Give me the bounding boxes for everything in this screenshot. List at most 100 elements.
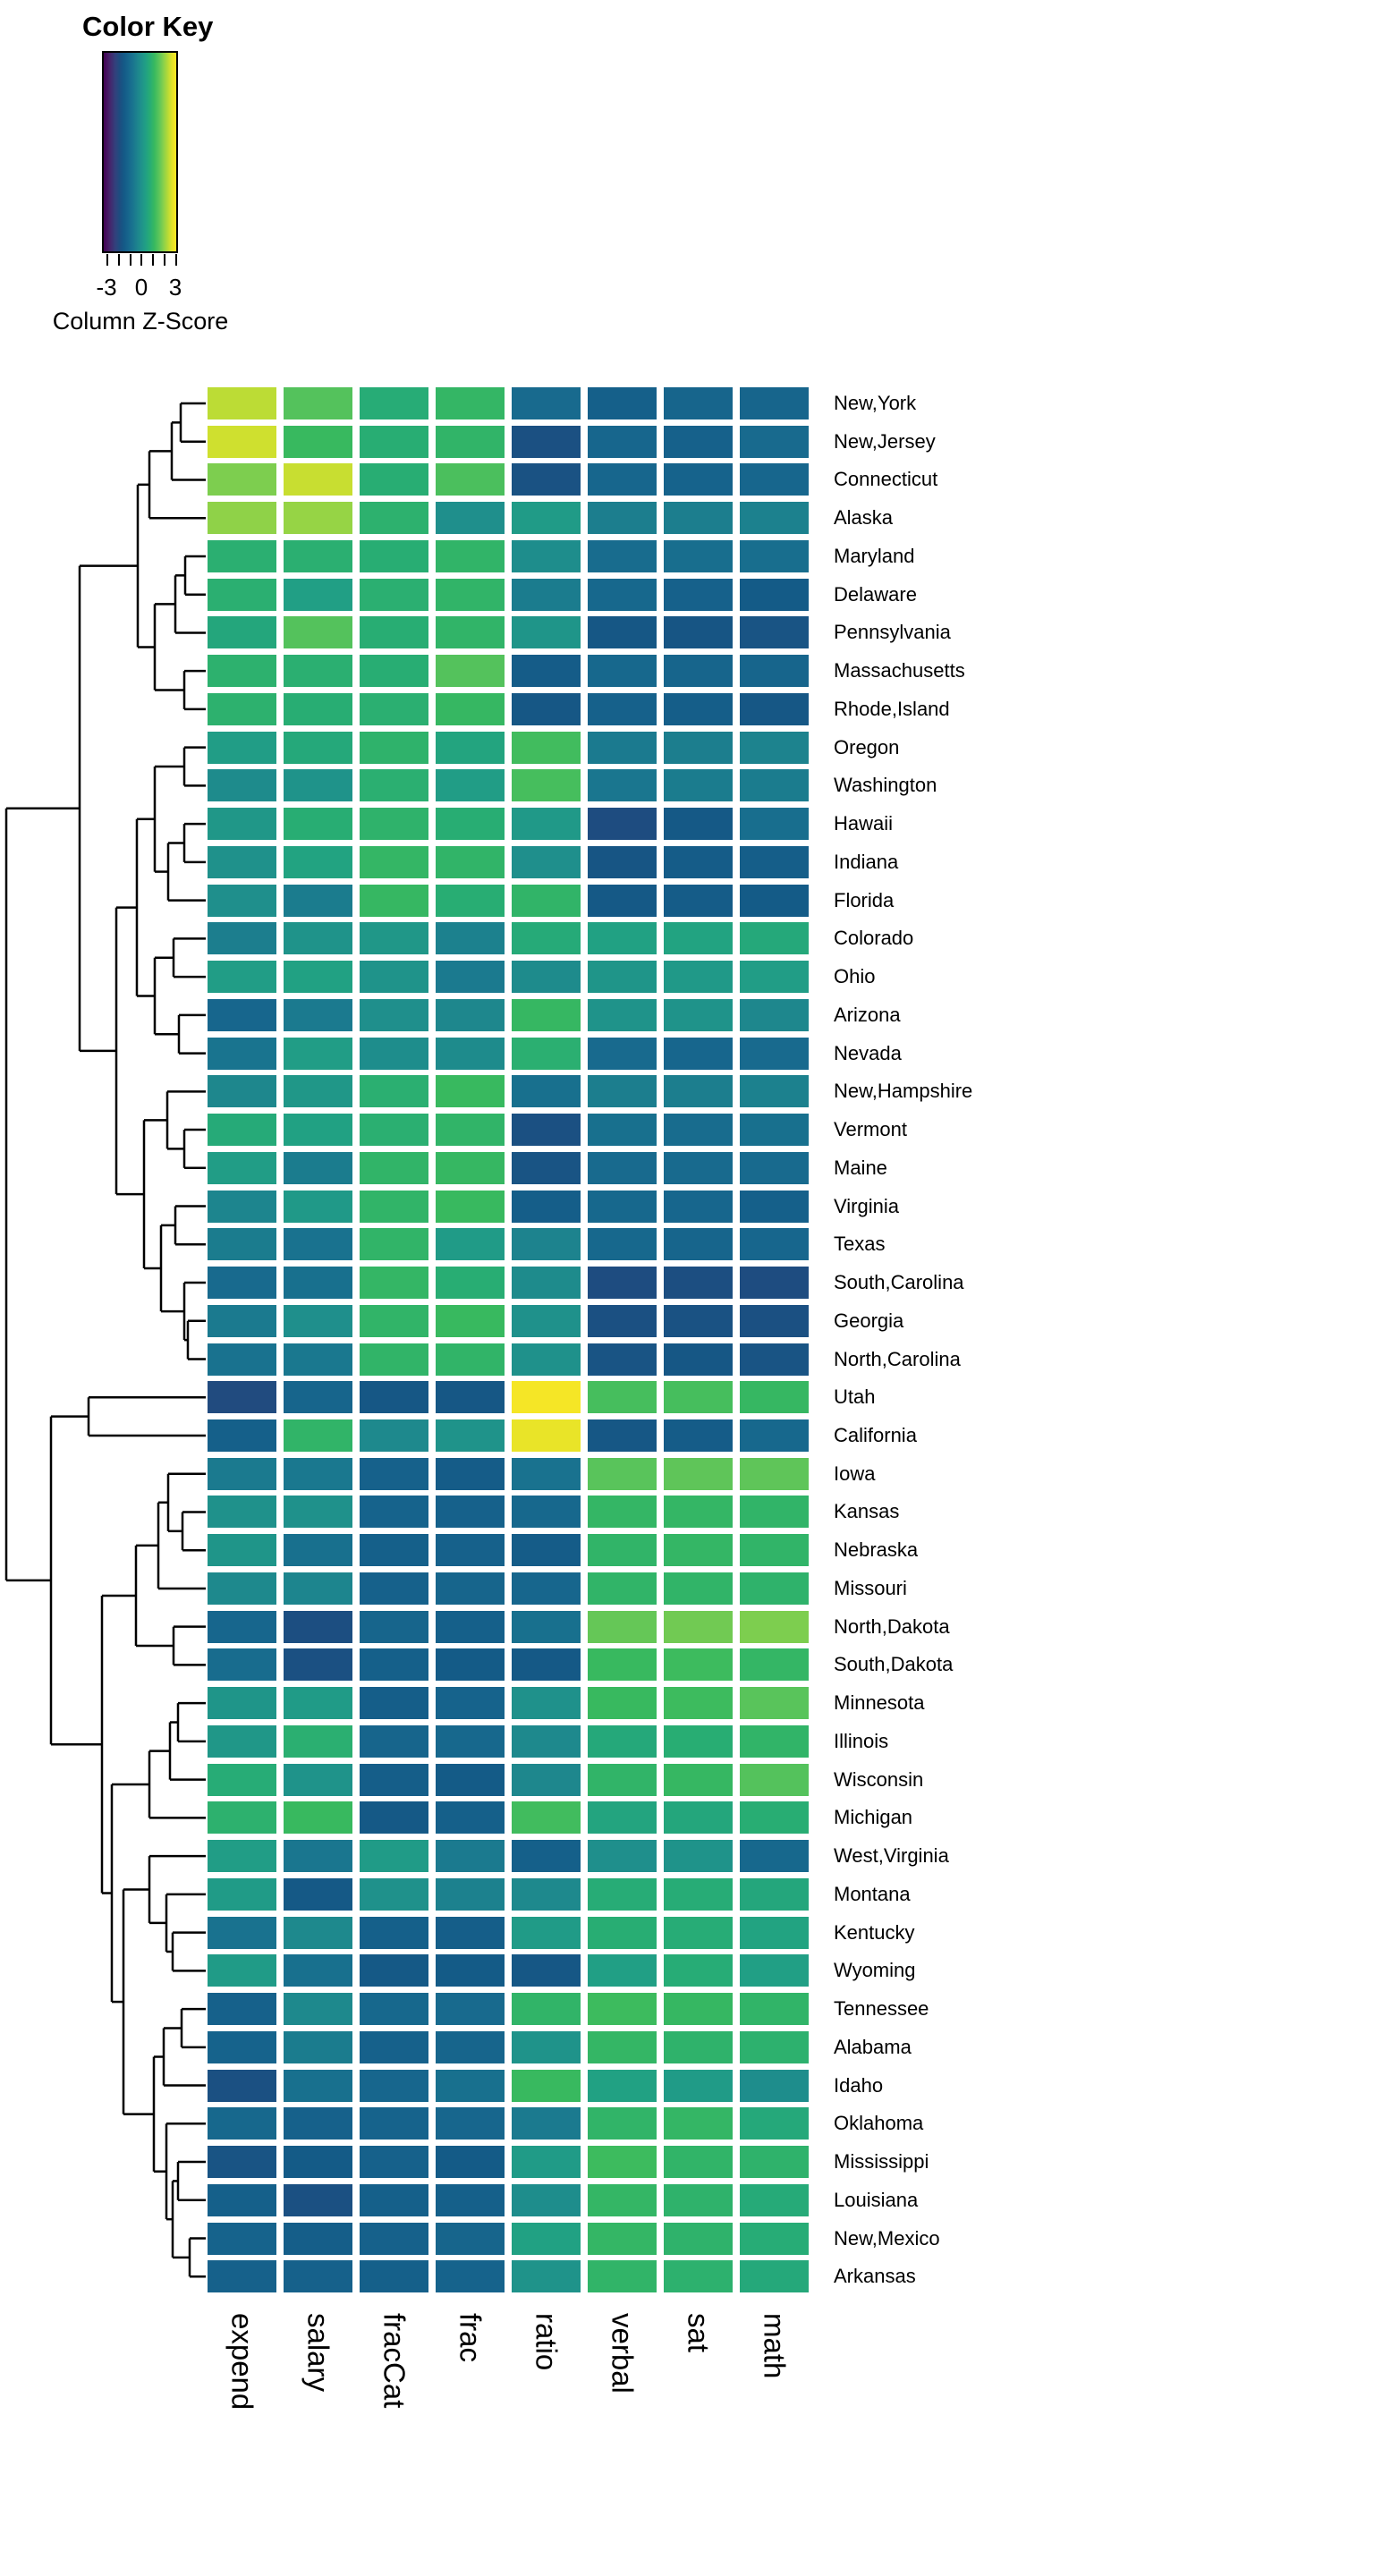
heatmap-cell <box>512 1419 581 1452</box>
heatmap-cell <box>664 1190 733 1223</box>
heatmap-cell <box>664 1763 733 1796</box>
column-label: frac <box>454 2313 488 2363</box>
heatmap-cell <box>360 922 428 955</box>
heatmap-cell <box>588 2146 657 2179</box>
heatmap-cell <box>208 387 276 419</box>
row-label: Arkansas <box>834 2265 916 2288</box>
heatmap-cell <box>208 1954 276 1987</box>
heatmap-cell <box>360 1572 428 1605</box>
heatmap-cell <box>588 961 657 994</box>
heatmap-cell <box>664 1801 733 1835</box>
heatmap-cell <box>588 1763 657 1796</box>
heatmap-cell <box>436 2069 505 2102</box>
row-label: Wisconsin <box>834 1767 924 1791</box>
heatmap-cell <box>588 1190 657 1223</box>
heatmap-cell <box>436 2107 505 2140</box>
row-label: North,Dakota <box>834 1614 950 1638</box>
heatmap-cell <box>588 655 657 688</box>
heatmap-cell <box>664 922 733 955</box>
heatmap-cell <box>284 2107 352 2140</box>
heatmap-cell <box>436 1687 505 1720</box>
heatmap-cell <box>360 1993 428 2026</box>
heatmap-cell <box>360 1267 428 1300</box>
heatmap-cell <box>284 2146 352 2179</box>
heatmap-cell <box>588 731 657 764</box>
heatmap-cell <box>740 463 809 496</box>
heatmap-cell <box>208 1993 276 2026</box>
heatmap-cell <box>436 578 505 611</box>
heatmap-cell <box>664 1534 733 1567</box>
heatmap-cell <box>588 2107 657 2140</box>
heatmap-cell <box>284 808 352 841</box>
heatmap-cell <box>740 1114 809 1147</box>
heatmap-cell <box>740 808 809 841</box>
row-label: Alabama <box>834 2035 912 2058</box>
heatmap-cell <box>284 1381 352 1414</box>
heatmap-cell <box>588 922 657 955</box>
heatmap-cell <box>588 539 657 572</box>
heatmap-cell <box>740 616 809 649</box>
heatmap-cell <box>740 1267 809 1300</box>
heatmap-cell <box>360 578 428 611</box>
heatmap-cell <box>740 1304 809 1337</box>
heatmap-cell <box>208 845 276 878</box>
row-label: Maine <box>834 1156 887 1179</box>
row-label: Massachusetts <box>834 659 965 682</box>
heatmap-cell <box>208 808 276 841</box>
heatmap-cell <box>740 731 809 764</box>
heatmap-cell <box>284 1267 352 1300</box>
heatmap-cell <box>360 1190 428 1223</box>
heatmap-cell <box>512 2183 581 2216</box>
heatmap-cell <box>284 1877 352 1911</box>
heatmap-cell <box>284 578 352 611</box>
heatmap-cell <box>360 1687 428 1720</box>
heatmap-cell <box>664 1457 733 1490</box>
heatmap-cell <box>740 1763 809 1796</box>
heatmap-cell <box>588 578 657 611</box>
heatmap-cell <box>588 1993 657 2026</box>
heatmap-cell <box>512 1304 581 1337</box>
heatmap-cell <box>208 1151 276 1184</box>
heatmap-cell <box>664 2069 733 2102</box>
heatmap-cell <box>512 1877 581 1911</box>
heatmap-cell <box>664 1840 733 1873</box>
heatmap-cell <box>664 463 733 496</box>
heatmap-cell <box>664 578 733 611</box>
heatmap-cell <box>588 387 657 419</box>
row-label: Louisiana <box>834 2188 919 2211</box>
heatmap-cell <box>664 616 733 649</box>
heatmap-cell <box>740 922 809 955</box>
row-label: Wyoming <box>834 1959 916 1982</box>
heatmap-cell <box>512 502 581 535</box>
heatmap-cell <box>664 1419 733 1452</box>
heatmap-cell <box>740 998 809 1031</box>
heatmap-cell <box>436 502 505 535</box>
heatmap-cell <box>208 578 276 611</box>
heatmap-cell <box>208 1114 276 1147</box>
heatmap-cell <box>284 2183 352 2216</box>
row-label: New,Mexico <box>834 2226 940 2250</box>
row-label: Vermont <box>834 1118 907 1141</box>
row-label: Utah <box>834 1385 876 1409</box>
row-label: Delaware <box>834 582 917 606</box>
heatmap-cell <box>436 387 505 419</box>
heatmap-cell <box>436 1075 505 1108</box>
heatmap-cell <box>436 1840 505 1873</box>
heatmap-cell <box>512 1572 581 1605</box>
heatmap-cell <box>512 1687 581 1720</box>
heatmap-cell <box>360 539 428 572</box>
heatmap-cell <box>664 1993 733 2026</box>
heatmap-cell <box>360 387 428 419</box>
heatmap-cell <box>284 387 352 419</box>
heatmap-cell <box>512 1993 581 2026</box>
heatmap-cell <box>588 2183 657 2216</box>
row-label: Montana <box>834 1882 911 1905</box>
heatmap-cell <box>588 1075 657 1108</box>
heatmap-cell <box>360 1228 428 1261</box>
heatmap-cell <box>436 425 505 458</box>
row-label: Iowa <box>834 1462 876 1485</box>
heatmap-cell <box>664 1075 733 1108</box>
heatmap-cell <box>360 2260 428 2293</box>
row-label: Michigan <box>834 1806 913 1829</box>
heatmap-cell <box>664 425 733 458</box>
